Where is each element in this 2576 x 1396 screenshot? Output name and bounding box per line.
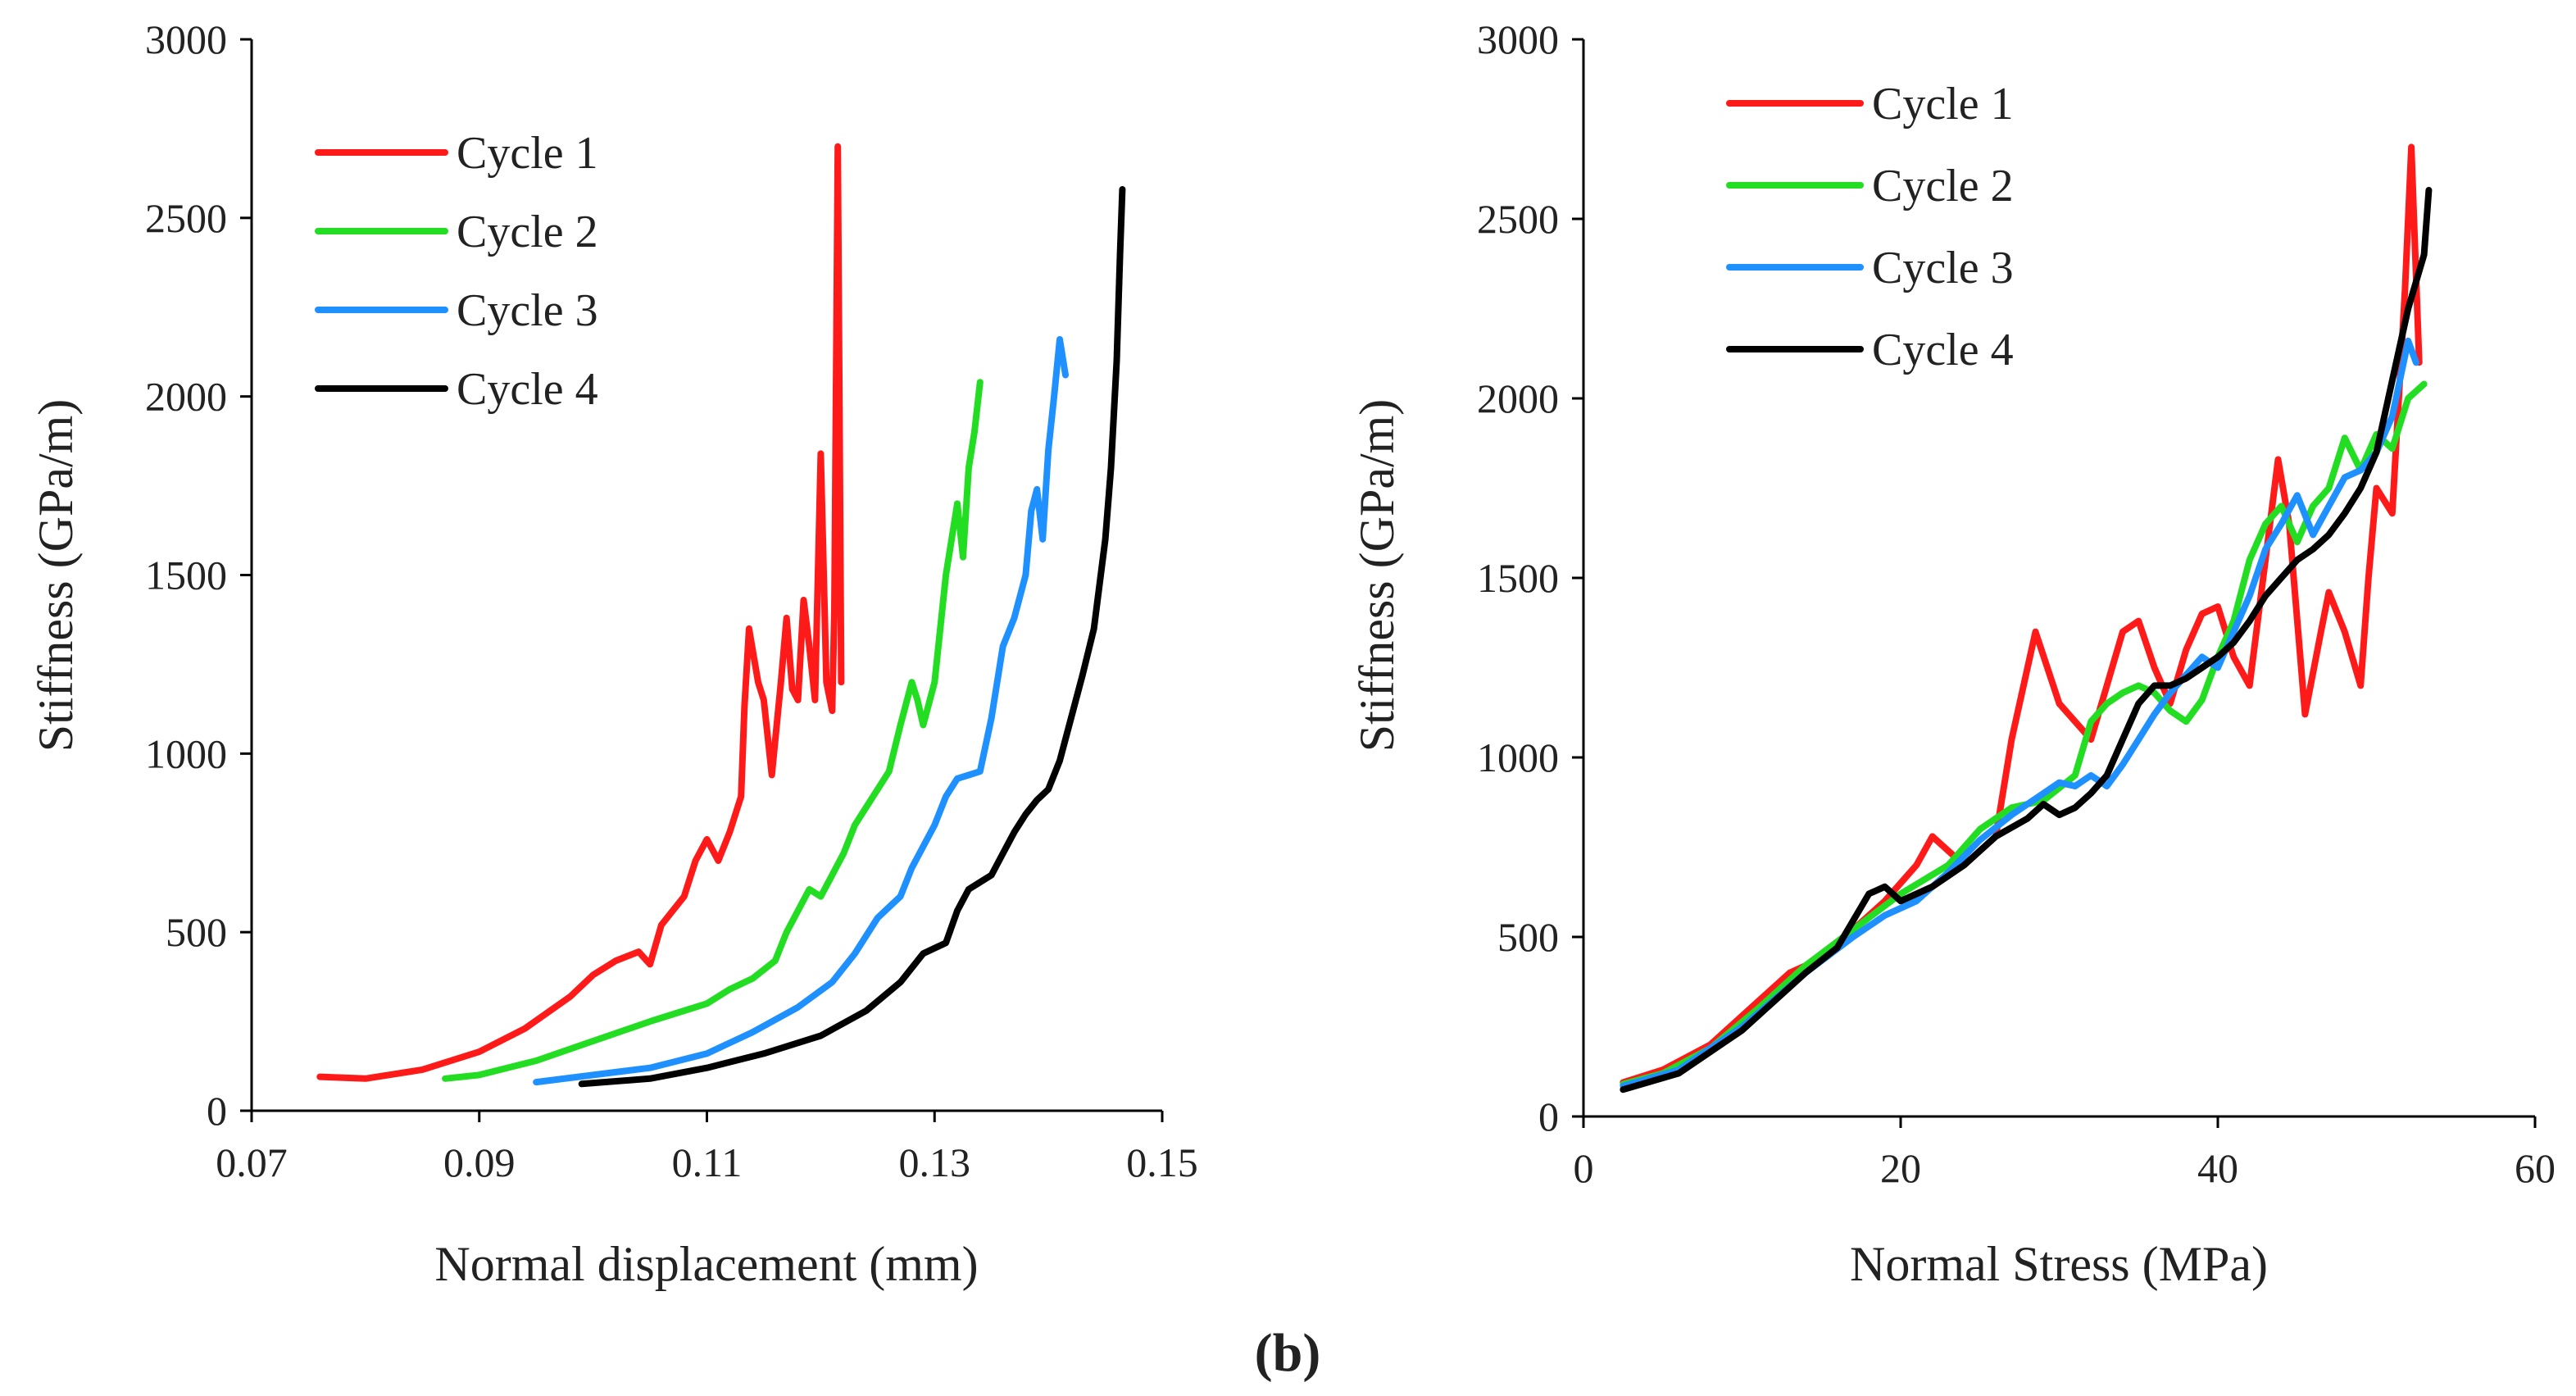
chart-right-stress: 0 500 1000 1500 2000 2500 3000 0 20 40 60 Normal S… xyxy=(1350,16,2556,1291)
left-y-tick-label: 1000 xyxy=(145,730,227,776)
left-y-tick-label: 0 xyxy=(207,1088,227,1134)
left-x-tick-label: 0.09 xyxy=(443,1139,516,1185)
left-y-axis-label: Stiffness (GPa/m) xyxy=(29,399,83,753)
left-y-tick-label: 2500 xyxy=(145,195,227,241)
left-legend-label-cycle-4: Cycle 4 xyxy=(457,364,598,415)
left-series xyxy=(316,143,1126,1088)
right-x-axis-label: Normal Stress (MPa) xyxy=(1850,1237,2268,1291)
left-y-tick-label: 3000 xyxy=(145,16,227,62)
right-y-tick-label: 2500 xyxy=(1477,196,1559,242)
left-x-tick-label: 0.11 xyxy=(672,1139,743,1185)
left-x-tick-label: 0.13 xyxy=(899,1139,971,1185)
right-axes xyxy=(1582,39,2535,1118)
left-ticks: 0 500 1000 1500 2000 2500 3000 0.07 0.09 0.11 0.13… xyxy=(145,16,1198,1185)
left-legend-label-cycle-3: Cycle 3 xyxy=(457,285,598,336)
left-series-cycle-1 xyxy=(316,143,845,1082)
right-legend-label-cycle-1: Cycle 1 xyxy=(1872,79,2014,130)
left-legend: Cycle 1 Cycle 2 Cycle 3 Cycle 4 xyxy=(315,128,598,415)
left-series-cycle-2 xyxy=(442,379,984,1082)
right-legend-label-cycle-3: Cycle 3 xyxy=(1872,243,2014,293)
right-series-cycle-1 xyxy=(1620,143,2423,1086)
right-x-tick-label: 0 xyxy=(1574,1145,1594,1191)
right-y-tick-label: 1500 xyxy=(1477,555,1559,601)
figure-caption: (b) xyxy=(1255,1323,1321,1383)
right-x-tick-label: 20 xyxy=(1880,1145,1921,1191)
right-y-tick-label: 2000 xyxy=(1477,375,1559,421)
left-series-cycle-4 xyxy=(578,186,1126,1088)
left-y-tick-label: 2000 xyxy=(145,374,227,420)
left-series-cycle-3 xyxy=(533,336,1069,1086)
right-series-cycle-3 xyxy=(1620,337,2419,1089)
right-y-axis-label: Stiffness (GPa/m) xyxy=(1350,399,1404,753)
right-legend-label-cycle-2: Cycle 2 xyxy=(1872,161,2014,211)
right-series-cycle-2 xyxy=(1620,380,2428,1088)
right-y-tick-label: 500 xyxy=(1497,914,1559,960)
right-series xyxy=(1620,143,2433,1094)
right-legend-label-cycle-4: Cycle 4 xyxy=(1872,325,2014,375)
right-legend: Cycle 1 Cycle 2 Cycle 3 Cycle 4 xyxy=(1726,79,2014,375)
left-legend-label-cycle-1: Cycle 1 xyxy=(457,128,598,179)
right-series-cycle-4 xyxy=(1620,187,2433,1094)
left-x-tick-label: 0.07 xyxy=(216,1139,288,1185)
left-y-tick-label: 500 xyxy=(166,909,227,955)
right-y-tick-label: 0 xyxy=(1538,1094,1559,1139)
left-x-axis-label: Normal displacement (mm) xyxy=(434,1237,978,1291)
chart-left-displacement: 0 500 1000 1500 2000 2500 3000 0.07 0.09 0.11 0.13… xyxy=(29,16,1198,1291)
right-ticks: 0 500 1000 1500 2000 2500 3000 0 20 40 60 xyxy=(1477,16,2556,1191)
left-x-tick-label: 0.15 xyxy=(1126,1139,1198,1185)
left-legend-label-cycle-2: Cycle 2 xyxy=(457,207,598,257)
right-y-tick-label: 1000 xyxy=(1477,734,1559,780)
right-y-tick-label: 3000 xyxy=(1477,16,1559,62)
left-y-tick-label: 1500 xyxy=(145,552,227,598)
right-x-tick-label: 60 xyxy=(2515,1145,2556,1191)
right-x-tick-label: 40 xyxy=(2197,1145,2238,1191)
